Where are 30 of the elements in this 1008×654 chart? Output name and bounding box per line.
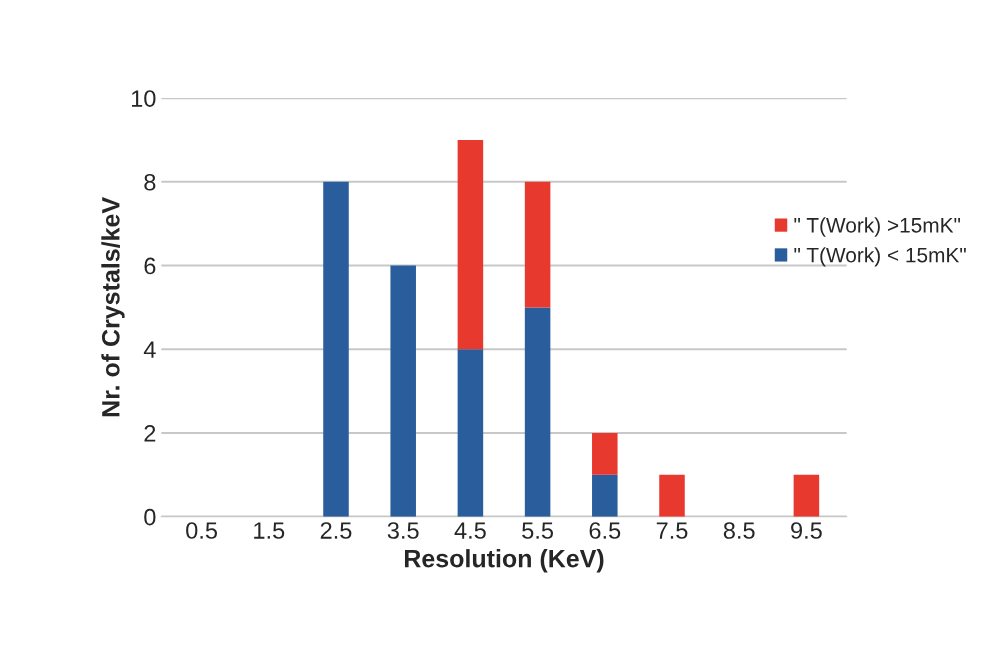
bar [323,181,349,517]
x-tick-label: 2.5 [320,522,352,539]
x-tick-label: 7.5 [656,522,688,539]
bar [524,307,551,517]
bar [592,474,618,517]
y-tick-label: 8 [144,173,156,191]
y-axis-title: Nr. of Crystals/keV [101,197,125,417]
y-tick-label: 4 [143,341,156,358]
x-tick-label: 3.5 [387,522,419,539]
legend-label: " T(Work) >15mK" [794,217,961,237]
x-tick-label: 0.5 [186,522,218,539]
x-tick-label: 8.5 [723,522,755,539]
bar [793,474,820,517]
x-tick-label: 9.5 [791,522,822,539]
bar [390,265,416,517]
bar [524,181,551,308]
bar [592,432,618,475]
legend-label: " T(Work) < 15mK" [794,247,966,267]
x-tick-label: 4.5 [454,522,486,539]
x-tick-label: 6.5 [589,522,621,539]
x-tick-label: 1.5 [254,522,285,539]
bar [457,139,484,350]
x-tick-label: 5.5 [522,522,554,539]
bar [659,474,685,517]
y-tick-label: 0 [144,508,156,526]
x-axis-title: Resolution (KeV) [404,549,604,573]
bar [457,349,484,517]
y-tick-label: 10 [131,90,156,107]
y-tick-label: 6 [144,257,156,275]
y-tick-label: 2 [144,425,156,442]
